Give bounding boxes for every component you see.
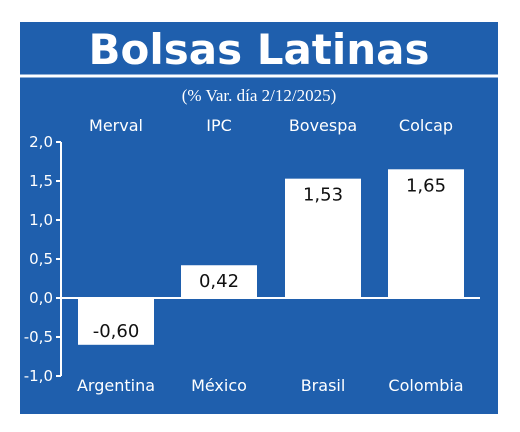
x-tick-label: Brasil bbox=[301, 376, 346, 395]
data-label: -0,60 bbox=[93, 321, 140, 342]
chart-title: Bolsas Latinas bbox=[88, 25, 429, 74]
y-tick-label: -0,5 bbox=[24, 328, 53, 346]
y-tick-label: 1,0 bbox=[29, 211, 53, 229]
y-tick-label: 0,5 bbox=[29, 250, 53, 268]
bar bbox=[285, 178, 361, 298]
labels-group: -0,60 Merval Argentina 0,42 IPC México 1,53 Bov… bbox=[77, 116, 464, 395]
index-label: Bovespa bbox=[289, 116, 357, 135]
index-label: Colcap bbox=[399, 116, 453, 135]
bars-group bbox=[78, 169, 464, 345]
x-tick-label: Colombia bbox=[388, 376, 463, 395]
data-label: 1,53 bbox=[303, 185, 343, 206]
data-label: 0,42 bbox=[199, 271, 239, 292]
y-tick-label: 0,0 bbox=[29, 289, 53, 307]
bar bbox=[181, 265, 257, 298]
data-label: 1,65 bbox=[406, 175, 446, 196]
x-tick-label: México bbox=[191, 376, 247, 395]
y-tick-label: 1,5 bbox=[29, 172, 53, 190]
bar bbox=[388, 169, 464, 298]
bar bbox=[78, 298, 154, 345]
x-tick-label: Argentina bbox=[77, 376, 155, 395]
y-tick-label: 2,0 bbox=[29, 133, 53, 151]
index-label: IPC bbox=[206, 116, 232, 135]
chart-subtitle: (% Var. día 2/12/2025) bbox=[182, 86, 337, 105]
index-label: Merval bbox=[89, 116, 143, 135]
y-tick-label: -1,0 bbox=[24, 367, 53, 385]
